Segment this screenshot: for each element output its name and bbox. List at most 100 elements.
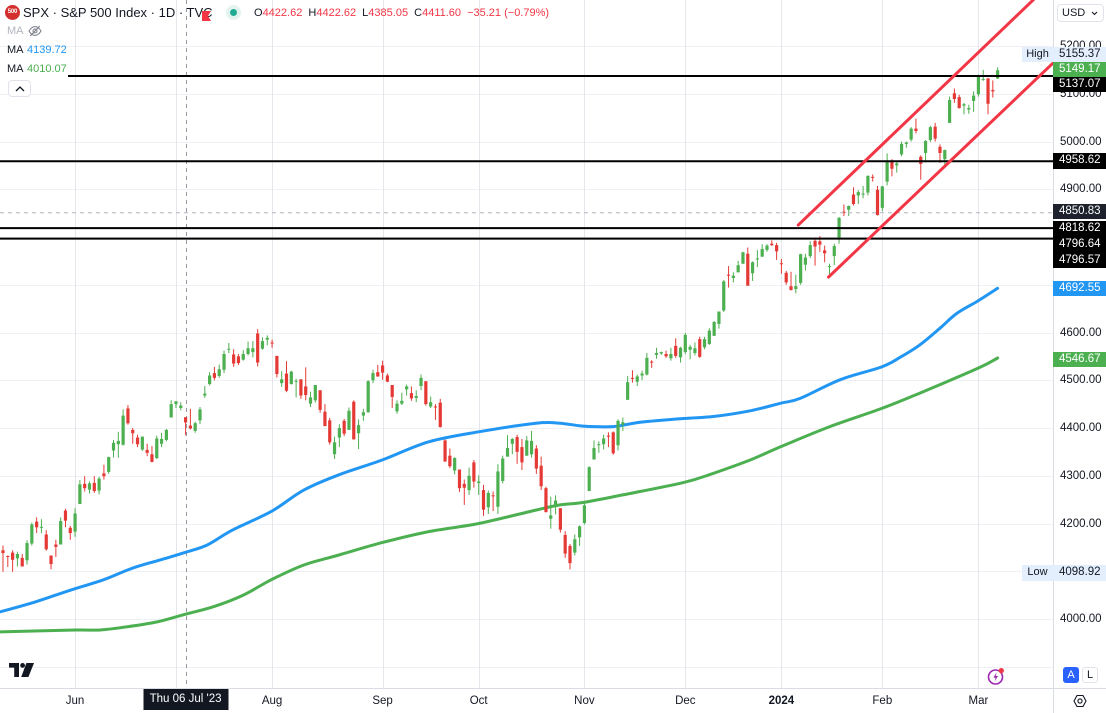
candle	[15, 551, 20, 567]
candle-body	[481, 490, 486, 510]
candle	[592, 440, 596, 460]
candle	[650, 360, 654, 368]
candle-body	[693, 348, 697, 354]
time-axis-divider	[0, 688, 1106, 689]
candle	[549, 496, 553, 529]
candle-body	[87, 483, 92, 490]
trend-line-lower[interactable]	[826, 61, 1053, 279]
currency-dropdown[interactable]: USD	[1057, 4, 1104, 22]
candle-body	[39, 526, 44, 528]
candle	[529, 430, 534, 458]
candle	[54, 539, 58, 557]
candle-body	[650, 361, 654, 363]
candle	[947, 96, 952, 123]
time-axis[interactable]: Jun Aug Sep Oct Nov Dec 2024 Feb Mar Thu 06 Jul …	[0, 689, 1053, 713]
candle-body	[308, 397, 313, 404]
candle-body	[683, 334, 687, 353]
candle	[563, 531, 567, 558]
eye-crossed-icon[interactable]	[28, 25, 42, 42]
candle-body	[256, 333, 260, 363]
candle	[68, 525, 72, 540]
candle	[35, 517, 39, 534]
candle	[678, 346, 683, 363]
ma-label: MA	[7, 25, 24, 37]
time-tick-label: Dec	[675, 695, 696, 707]
candle	[265, 335, 269, 346]
candle	[390, 385, 394, 408]
candle-body	[164, 429, 168, 440]
candle	[260, 337, 265, 350]
legend-ma-blue[interactable]: MA 4139.72	[0, 42, 75, 58]
legend-ma-green[interactable]: MA 4010.07	[0, 61, 68, 77]
candle	[30, 522, 34, 546]
candle-body	[626, 382, 630, 400]
log-scale-button[interactable]: L	[1082, 667, 1098, 683]
ma-line-green[interactable]	[0, 356, 1000, 634]
candle	[467, 467, 471, 495]
candle	[443, 439, 447, 462]
candle-body	[135, 437, 140, 445]
candle	[11, 550, 15, 572]
chart-settings-button[interactable]	[1054, 689, 1106, 713]
candle	[116, 431, 120, 458]
chart-pane[interactable]: 500 SPX · S&P 500 Index · 1D · TVC O4422…	[0, 0, 1053, 688]
candle	[472, 459, 476, 488]
candle	[332, 436, 337, 460]
candle	[92, 476, 96, 493]
candle-body	[976, 76, 981, 95]
whats-new-button[interactable]	[987, 667, 1006, 686]
candle	[188, 408, 192, 430]
ma-blue-value: 4139.72	[27, 44, 67, 56]
collapse-legend-button[interactable]	[8, 80, 31, 97]
candle	[779, 258, 784, 274]
chart-legend: 500 SPX · S&P 500 Index · 1D · TVC O4422…	[0, 0, 600, 100]
price-axis[interactable]: USD 5200.005100.005000.004900.004600.004…	[1022, 0, 1106, 688]
candle	[39, 519, 44, 534]
candle-body	[967, 108, 971, 110]
candle	[746, 247, 750, 286]
candle	[553, 495, 558, 515]
candle	[741, 251, 745, 264]
candle-body	[789, 286, 793, 291]
chevron-down-icon	[1091, 11, 1098, 16]
trend-line-upper[interactable]	[796, 0, 1053, 227]
tradingview-logo[interactable]	[9, 663, 34, 682]
candle-body	[520, 447, 524, 463]
flag-icon[interactable]	[202, 8, 211, 21]
candle	[198, 406, 202, 425]
candle	[78, 480, 82, 504]
horizontal-levels	[0, 75, 1053, 240]
candle	[227, 343, 231, 354]
candle-body	[390, 385, 394, 397]
symbol-title[interactable]: SPX · S&P 500 Index · 1D · TVC	[23, 5, 213, 20]
candle	[813, 237, 817, 266]
candle	[155, 435, 159, 460]
candle	[380, 360, 385, 380]
chart-canvas[interactable]	[0, 0, 1053, 688]
candle-body	[611, 432, 615, 454]
candle	[568, 544, 572, 570]
candle-body	[111, 442, 116, 451]
candle-body	[15, 554, 20, 559]
ma-line-blue[interactable]	[0, 286, 1000, 614]
candle-body	[121, 415, 125, 445]
candle	[885, 153, 889, 186]
candle	[972, 91, 976, 112]
legend-title-row: 500 SPX · S&P 500 Index · 1D · TVC O4422…	[0, 4, 560, 21]
candle	[731, 272, 735, 283]
candle-body	[813, 240, 817, 247]
candle	[361, 408, 365, 421]
candle	[241, 350, 245, 361]
candle	[328, 417, 332, 445]
candle-body	[347, 410, 351, 430]
candle	[49, 555, 53, 570]
candle-body	[433, 406, 438, 408]
candle-body	[232, 354, 236, 364]
candle	[659, 351, 663, 355]
market-status-icon[interactable]	[226, 5, 241, 20]
auto-scale-button[interactable]: A	[1063, 667, 1079, 683]
candle	[87, 481, 92, 494]
legend-ma-hidden[interactable]: MA	[0, 23, 45, 39]
candle-body	[54, 544, 58, 547]
candle	[789, 271, 793, 291]
